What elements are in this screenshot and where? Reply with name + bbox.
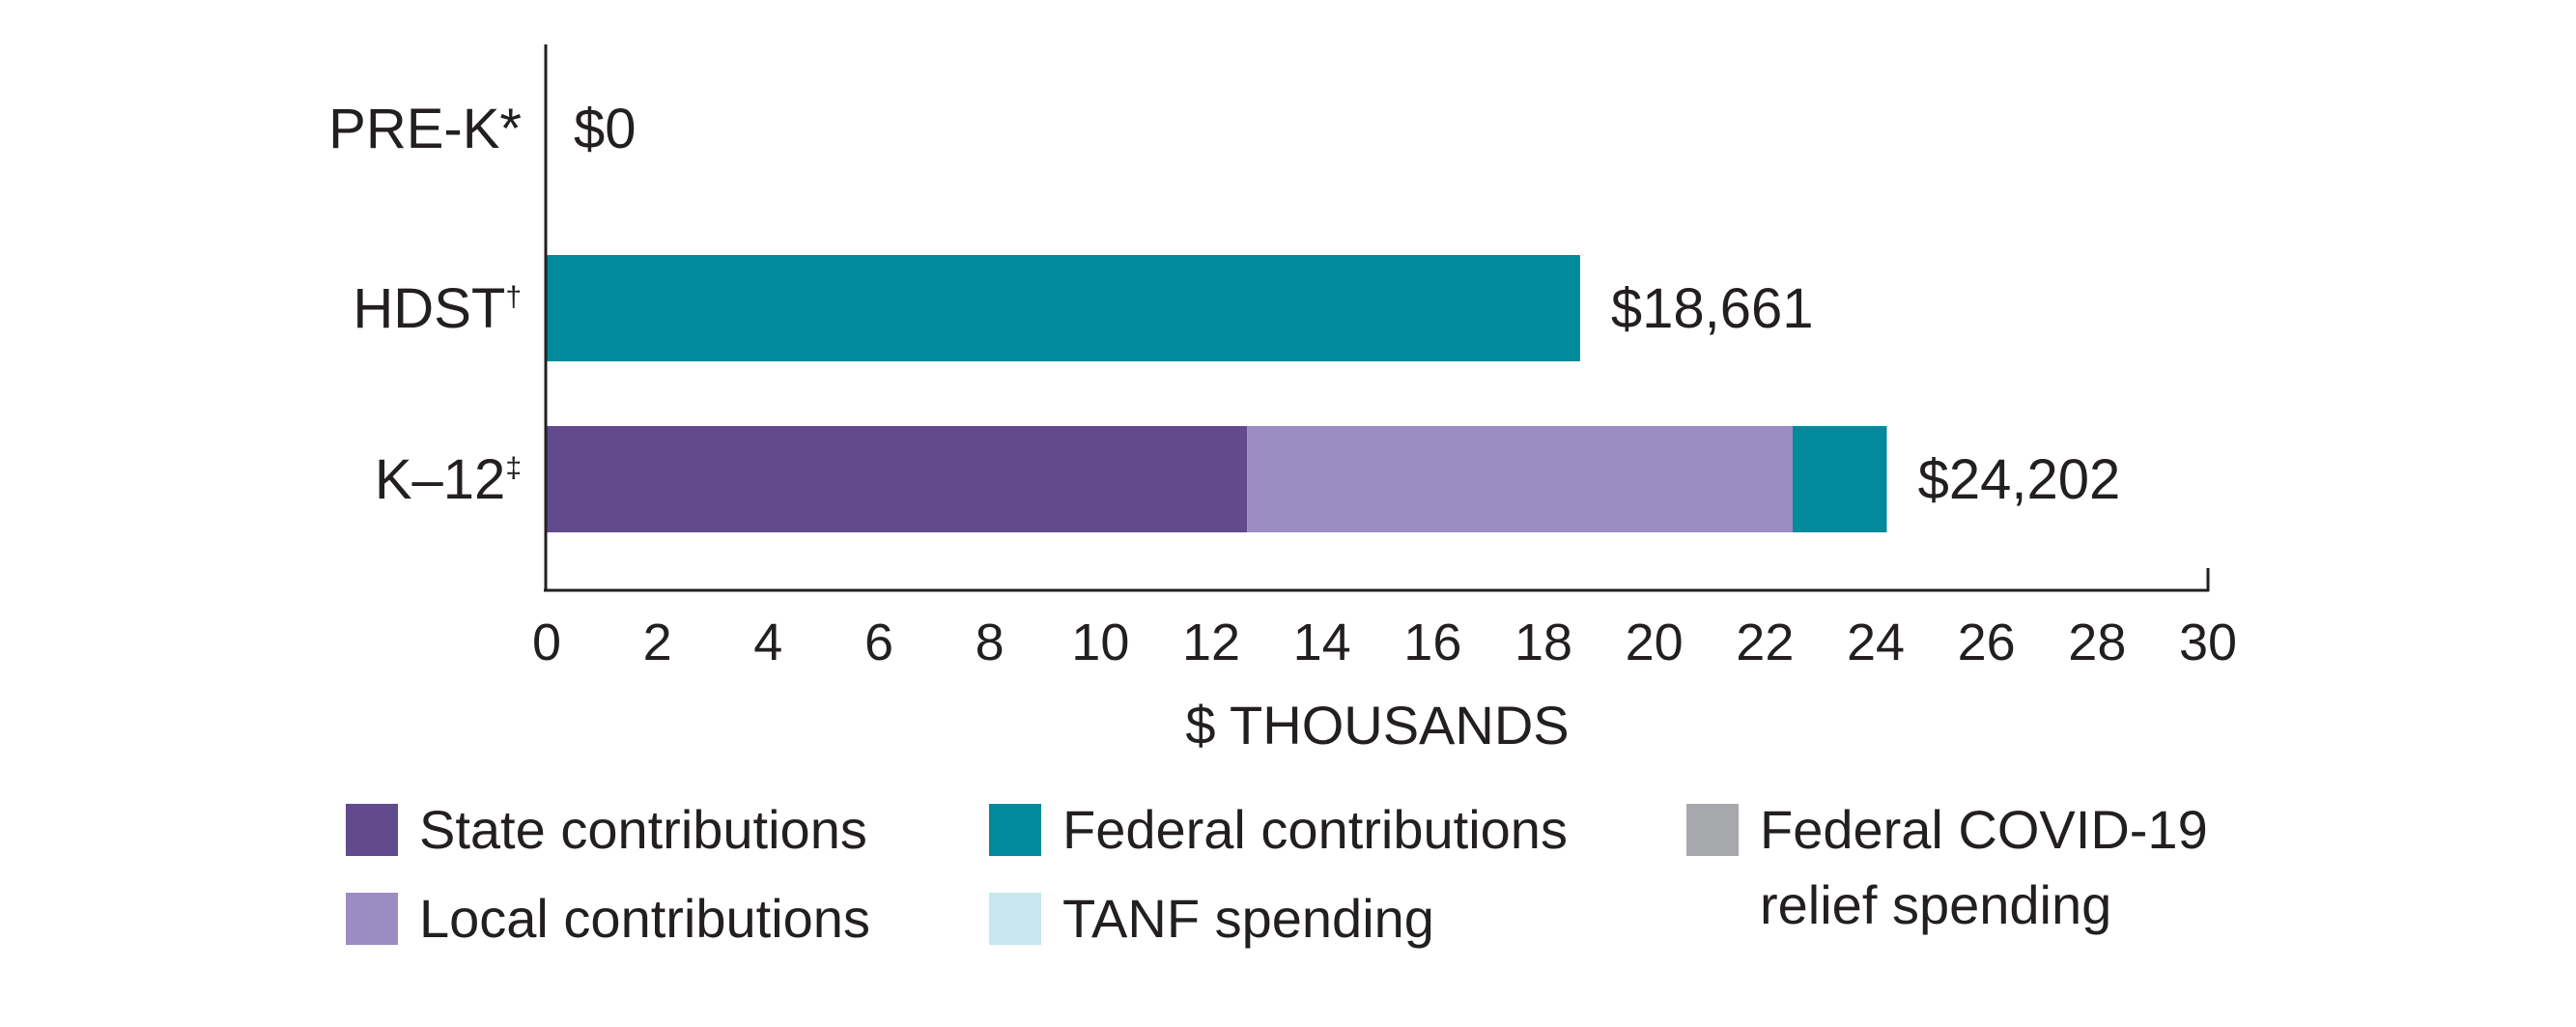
legend-label-tanf: TANF spending xyxy=(1062,888,1434,949)
category-labels: PRE-K* HDST† K–12‡ xyxy=(328,98,522,511)
value-label-k-12: $24,202 xyxy=(1918,448,2121,511)
legend-label-federal: Federal contributions xyxy=(1062,799,1568,860)
x-tick-label-14: 14 xyxy=(1293,613,1351,671)
x-axis-title: $ THOUSANDS xyxy=(1185,695,1569,756)
legend-swatch-federal xyxy=(989,804,1041,856)
axes xyxy=(544,44,2210,592)
category-label-pre-k: PRE-K* xyxy=(328,98,522,160)
x-tick-label-26: 26 xyxy=(1958,613,2016,671)
x-tick-label-18: 18 xyxy=(1514,613,1572,671)
x-tick-label-12: 12 xyxy=(1182,613,1240,671)
x-tick-label-0: 0 xyxy=(532,613,561,671)
x-tick-label-10: 10 xyxy=(1071,613,1129,671)
legend-label-local: Local contributions xyxy=(419,888,870,949)
legend-item-local: Local contributions xyxy=(346,881,870,956)
legend-label-covid-relief: Federal COVID-19 relief spending xyxy=(1760,792,2208,943)
x-tick-label-4: 4 xyxy=(753,613,782,671)
x-tick-label-16: 16 xyxy=(1403,613,1461,671)
x-tick-label-2: 2 xyxy=(643,613,672,671)
bar-k-12-federal-contributions xyxy=(1793,426,1887,532)
x-tick-label-28: 28 xyxy=(2068,613,2126,671)
legend-item-covid-relief: Federal COVID-19 relief spending xyxy=(1686,792,2208,943)
legend-swatch-local xyxy=(346,893,398,945)
bars-group xyxy=(547,255,1887,532)
legend-item-federal: Federal contributions xyxy=(989,792,1568,868)
category-label-k-12: K–12‡ xyxy=(375,448,522,511)
legend-swatch-tanf xyxy=(989,893,1041,945)
x-tick-label-20: 20 xyxy=(1626,613,1684,671)
x-tick-label-6: 6 xyxy=(864,613,893,671)
legend-item-tanf: TANF spending xyxy=(989,881,1434,956)
x-tick-label-8: 8 xyxy=(976,613,1005,671)
x-tick-labels: 0 2 4 6 8 10 12 14 16 18 20 22 24 26 28 30 xyxy=(532,613,2237,671)
bar-hdst-federal-contributions xyxy=(547,255,1580,361)
x-tick-label-30: 30 xyxy=(2179,613,2237,671)
legend-label-state: State contributions xyxy=(419,799,867,860)
legend-item-state: State contributions xyxy=(346,792,867,868)
legend: State contributions Local contributions … xyxy=(346,792,2278,985)
legend-label-covid-line1: Federal COVID-19 xyxy=(1760,799,2208,860)
value-labels: $0 $18,661 $24,202 xyxy=(574,98,2120,511)
legend-label-covid-line2: relief spending xyxy=(1760,874,2112,935)
x-tick-label-22: 22 xyxy=(1736,613,1794,671)
legend-swatch-state xyxy=(346,804,398,856)
legend-swatch-covid-relief xyxy=(1686,804,1739,856)
value-label-hdst: $18,661 xyxy=(1611,277,1814,340)
value-label-pre-k: $0 xyxy=(574,98,637,160)
x-tick-label-24: 24 xyxy=(1847,613,1905,671)
category-label-hdst: HDST† xyxy=(353,277,522,340)
bar-k-12-state-contributions xyxy=(547,426,1248,532)
bar-k-12-local-contributions xyxy=(1247,426,1793,532)
